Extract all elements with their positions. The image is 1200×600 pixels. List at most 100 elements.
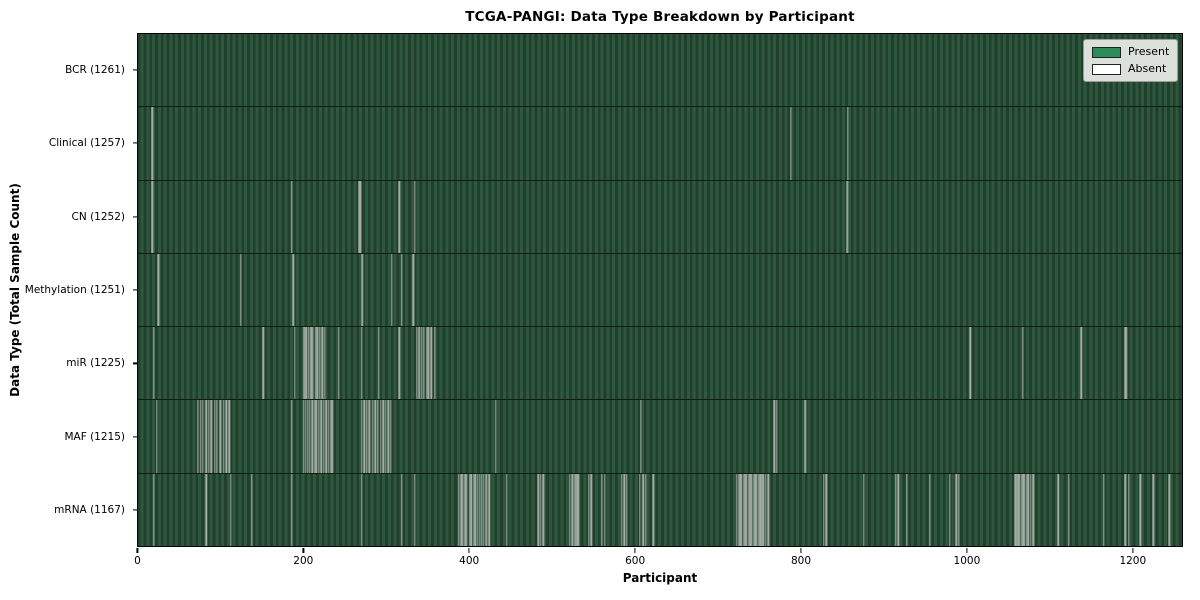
absent-mark bbox=[414, 180, 416, 253]
absent-mark bbox=[1032, 473, 1035, 546]
absent-mark bbox=[219, 400, 222, 473]
y-tick-label: MAF (1215) bbox=[64, 430, 125, 443]
x-tick-label: 1000 bbox=[953, 555, 981, 567]
absent-mark bbox=[825, 473, 828, 546]
absent-mark bbox=[1021, 473, 1023, 546]
absent-mark bbox=[303, 400, 305, 473]
absent-mark bbox=[157, 253, 159, 327]
absent-mark bbox=[1016, 473, 1018, 546]
x-axis-ticks: 0 200 400 600 800 1000 1200 bbox=[134, 547, 1183, 569]
absent-mark bbox=[414, 473, 416, 546]
absent-mark bbox=[466, 473, 468, 546]
absent-mark bbox=[230, 473, 232, 546]
absent-mark bbox=[210, 400, 212, 473]
absent-mark bbox=[482, 473, 485, 546]
absent-mark bbox=[430, 327, 433, 400]
absent-mark bbox=[228, 400, 231, 473]
absent-mark bbox=[756, 473, 758, 546]
absent-mark bbox=[578, 473, 580, 546]
absent-mark bbox=[315, 400, 318, 473]
absent-mark bbox=[332, 400, 334, 473]
absent-mark bbox=[846, 180, 848, 253]
absent-mark bbox=[202, 400, 204, 473]
absent-mark bbox=[316, 327, 318, 400]
absent-mark bbox=[773, 400, 775, 473]
absent-mark bbox=[290, 400, 293, 473]
absent-mark bbox=[418, 327, 420, 400]
absent-mark bbox=[761, 473, 763, 546]
absent-mark bbox=[398, 180, 400, 253]
absent-mark bbox=[401, 473, 403, 546]
plot-area bbox=[137, 33, 1183, 547]
absent-mark bbox=[744, 473, 746, 546]
absent-mark bbox=[216, 400, 218, 473]
absent-mark bbox=[762, 473, 765, 546]
absent-mark bbox=[1030, 473, 1032, 546]
absent-mark bbox=[862, 473, 865, 546]
absent-mark bbox=[460, 473, 462, 546]
absent-mark bbox=[361, 473, 363, 546]
absent-mark bbox=[1124, 327, 1126, 400]
absent-mark bbox=[324, 327, 326, 400]
absent-mark bbox=[468, 473, 471, 546]
absent-mark bbox=[262, 327, 265, 400]
absent-mark bbox=[338, 327, 340, 400]
x-tick-label: 200 bbox=[293, 555, 314, 567]
absent-mark bbox=[361, 253, 363, 327]
absent-mark bbox=[321, 327, 323, 400]
absent-swatch-icon bbox=[1092, 63, 1121, 75]
absent-mark bbox=[969, 327, 972, 400]
absent-mark bbox=[387, 400, 390, 473]
absent-mark bbox=[290, 180, 293, 253]
absent-mark bbox=[307, 400, 309, 473]
absent-mark bbox=[603, 473, 606, 546]
absent-mark bbox=[1168, 473, 1170, 546]
absent-mark bbox=[847, 107, 849, 180]
absent-mark bbox=[571, 473, 573, 546]
absent-mark bbox=[576, 473, 578, 546]
absent-mark bbox=[478, 473, 481, 546]
heatmap-row-maf bbox=[138, 400, 1182, 474]
absent-mark bbox=[294, 327, 296, 400]
absent-mark bbox=[419, 327, 421, 400]
absent-mark bbox=[621, 473, 623, 546]
x-tick-mark bbox=[800, 548, 802, 553]
absent-mark bbox=[955, 473, 958, 546]
absent-mark bbox=[158, 253, 160, 327]
absent-mark bbox=[390, 400, 392, 473]
y-tick-label: CN (1252) bbox=[71, 210, 125, 223]
x-tick-label: 800 bbox=[790, 555, 812, 567]
absent-mark bbox=[358, 180, 361, 253]
absent-mark bbox=[427, 327, 429, 400]
y-tick-mark bbox=[132, 215, 137, 218]
absent-mark bbox=[754, 473, 756, 546]
absent-mark bbox=[361, 327, 363, 400]
absent-mark bbox=[757, 473, 760, 546]
absent-mark bbox=[462, 473, 464, 546]
absent-mark bbox=[420, 327, 423, 400]
absent-mark bbox=[377, 400, 379, 473]
absent-mark bbox=[317, 327, 319, 400]
absent-mark bbox=[374, 400, 376, 473]
absent-mark bbox=[290, 473, 293, 546]
absent-mark bbox=[1017, 473, 1020, 546]
absent-mark bbox=[322, 327, 324, 400]
absent-mark bbox=[790, 107, 792, 180]
absent-mark bbox=[372, 400, 374, 473]
absent-mark bbox=[310, 327, 313, 400]
absent-mark bbox=[325, 400, 328, 473]
absent-mark bbox=[385, 400, 387, 473]
x-tick-mark bbox=[1132, 548, 1134, 553]
absent-mark bbox=[197, 400, 199, 473]
absent-mark bbox=[303, 327, 305, 400]
absent-mark bbox=[642, 473, 645, 546]
absent-mark bbox=[767, 473, 770, 546]
absent-mark bbox=[895, 473, 897, 546]
absent-mark bbox=[626, 473, 628, 546]
absent-mark bbox=[1057, 473, 1059, 546]
absent-mark bbox=[213, 400, 216, 473]
absent-mark bbox=[328, 400, 330, 473]
absent-mark bbox=[363, 400, 366, 473]
absent-mark bbox=[1127, 473, 1130, 546]
absent-mark bbox=[1021, 327, 1024, 400]
